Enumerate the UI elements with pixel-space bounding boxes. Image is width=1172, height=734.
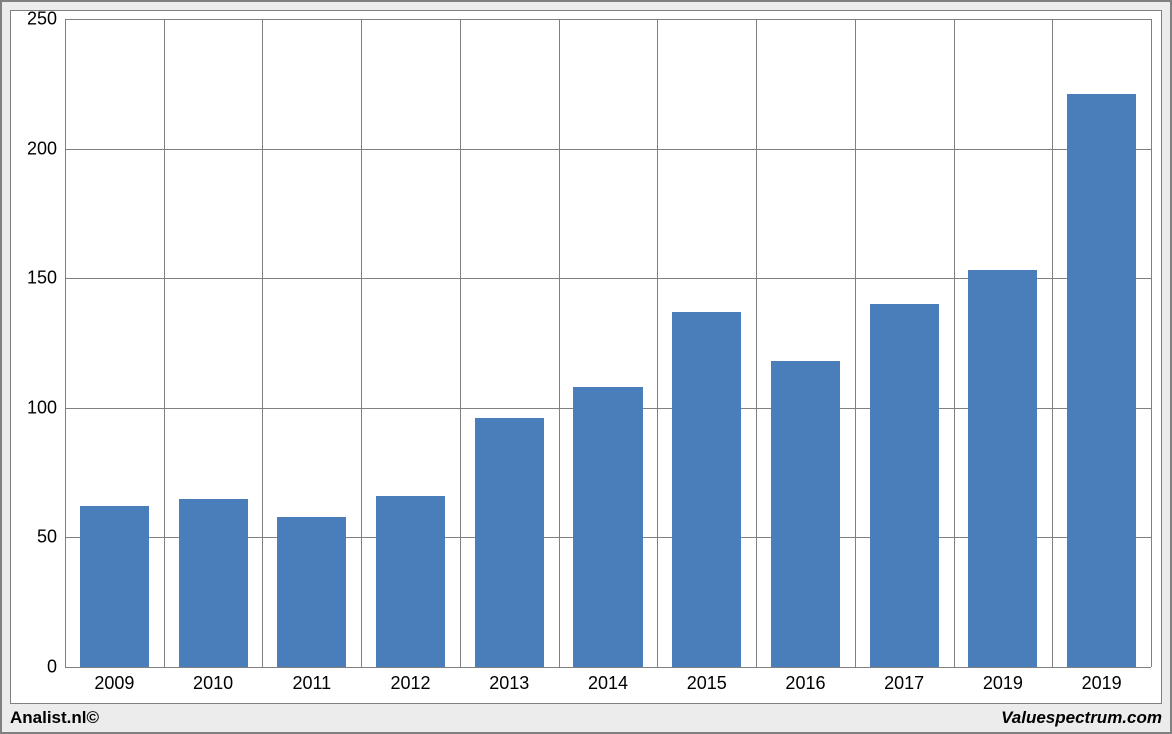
x-tick-label: 2014 xyxy=(588,667,628,694)
y-tick-label: 250 xyxy=(27,9,65,30)
bar xyxy=(277,517,346,667)
gridline-vertical xyxy=(1151,19,1152,667)
bar xyxy=(771,361,840,667)
y-tick-label: 50 xyxy=(37,527,65,548)
gridline-vertical xyxy=(855,19,856,667)
x-tick-label: 2010 xyxy=(193,667,233,694)
footer-right: Valuespectrum.com xyxy=(1001,708,1162,728)
y-tick-label: 200 xyxy=(27,138,65,159)
gridline-vertical xyxy=(657,19,658,667)
x-tick-label: 2019 xyxy=(1082,667,1122,694)
footer: Analist.nl© Valuespectrum.com xyxy=(10,707,1162,729)
bar xyxy=(870,304,939,667)
x-tick-label: 2019 xyxy=(983,667,1023,694)
x-tick-label: 2013 xyxy=(489,667,529,694)
gridline-vertical xyxy=(756,19,757,667)
y-tick-label: 100 xyxy=(27,397,65,418)
y-tick-label: 150 xyxy=(27,268,65,289)
x-tick-label: 2012 xyxy=(391,667,431,694)
gridline-vertical xyxy=(1052,19,1053,667)
x-tick-label: 2011 xyxy=(292,667,331,694)
bar xyxy=(475,418,544,667)
x-tick-label: 2015 xyxy=(687,667,727,694)
y-tick-label: 0 xyxy=(47,657,65,678)
gridline-vertical xyxy=(262,19,263,667)
bar xyxy=(1067,94,1136,667)
gridline-vertical xyxy=(954,19,955,667)
bar xyxy=(968,270,1037,667)
footer-left: Analist.nl© xyxy=(10,708,99,728)
chart-frame: 0 50 100 150 200 250 2009 2010 2011 2012 2013 2014 2… xyxy=(0,0,1172,734)
x-tick-label: 2009 xyxy=(94,667,134,694)
gridline-vertical xyxy=(559,19,560,667)
bar xyxy=(376,496,445,667)
bar xyxy=(179,499,248,667)
gridline-vertical xyxy=(361,19,362,667)
gridline-horizontal xyxy=(65,149,1151,150)
plot-area: 0501001502002502009201020112012201320142… xyxy=(65,19,1151,667)
x-tick-label: 2016 xyxy=(785,667,825,694)
bar xyxy=(573,387,642,667)
gridline-vertical xyxy=(65,19,66,667)
bar xyxy=(672,312,741,667)
gridline-vertical xyxy=(460,19,461,667)
gridline-horizontal xyxy=(65,19,1151,20)
gridline-vertical xyxy=(164,19,165,667)
x-tick-label: 2017 xyxy=(884,667,924,694)
bar xyxy=(80,506,149,667)
plot-wrap: 0 50 100 150 200 250 2009 2010 2011 2012 2013 2014 2… xyxy=(10,10,1162,704)
